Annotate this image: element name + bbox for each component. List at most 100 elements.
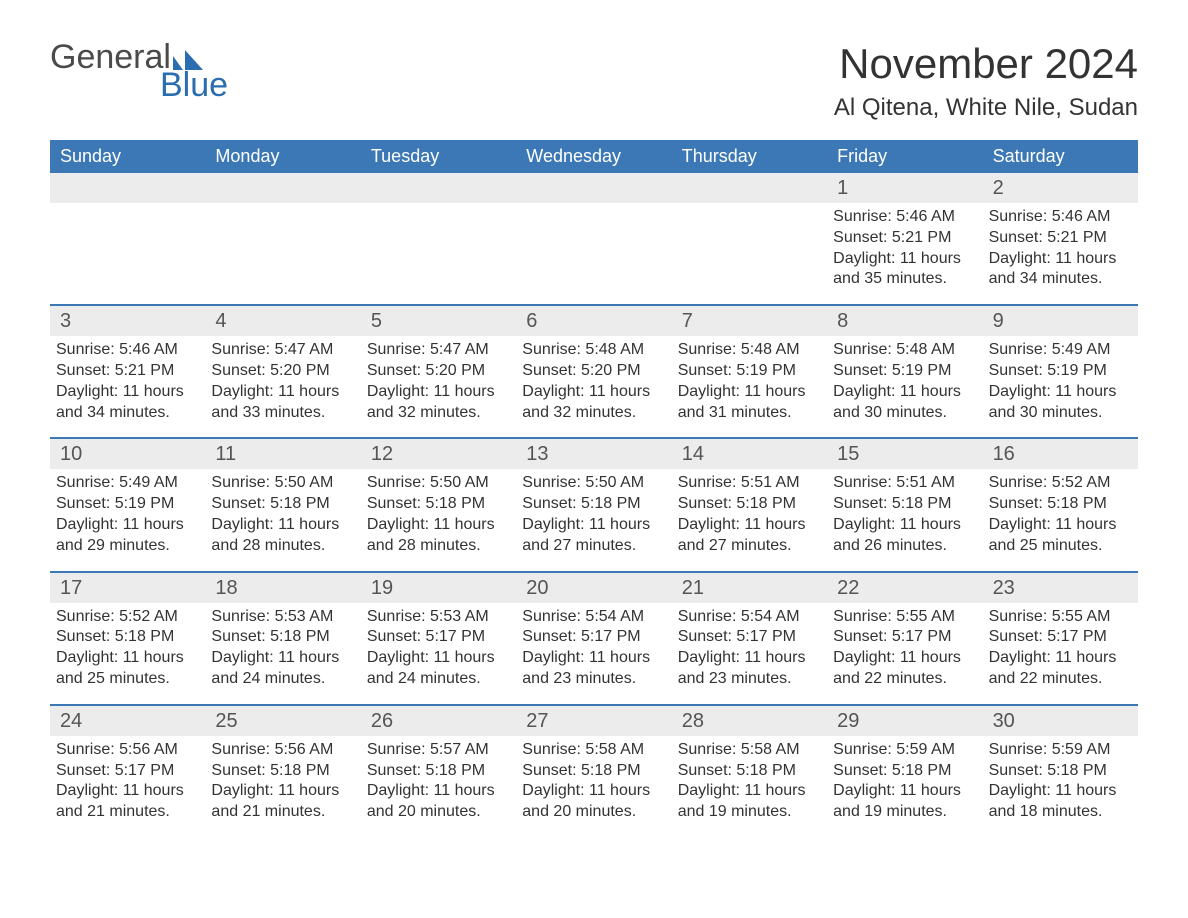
sunset-value: 5:20 PM	[426, 362, 486, 379]
sunset-label: Sunset:	[678, 362, 737, 379]
calendar-week: 1Sunrise: 5:46 AMSunset: 5:21 PMDaylight…	[50, 173, 1138, 304]
calendar-day-cell	[361, 173, 516, 304]
day-number: 2	[983, 173, 1138, 203]
sunset-label: Sunset:	[833, 495, 892, 512]
sunrise-line: Sunrise: 5:46 AM	[833, 207, 976, 228]
daylight-line: Daylight: 11 hours and 28 minutes.	[211, 515, 354, 557]
calendar-day-cell: 19Sunrise: 5:53 AMSunset: 5:17 PMDayligh…	[361, 573, 516, 704]
sunrise-value: 5:55 AM	[896, 608, 955, 625]
sunrise-label: Sunrise:	[989, 208, 1052, 225]
daylight-label: Daylight:	[56, 649, 123, 666]
sunrise-value: 5:50 AM	[585, 474, 644, 491]
daylight-label: Daylight:	[833, 383, 900, 400]
sunrise-value: 5:51 AM	[741, 474, 800, 491]
sunset-value: 5:21 PM	[1047, 229, 1107, 246]
daylight-label: Daylight:	[56, 782, 123, 799]
sunrise-label: Sunrise:	[367, 608, 430, 625]
brand-logo: General Blue	[50, 40, 228, 102]
day-number: 15	[827, 439, 982, 469]
daylight-line: Daylight: 11 hours and 27 minutes.	[522, 515, 665, 557]
sunrise-line: Sunrise: 5:58 AM	[522, 740, 665, 761]
month-title: November 2024	[834, 40, 1138, 88]
sunset-line: Sunset: 5:19 PM	[56, 494, 199, 515]
calendar-week: 10Sunrise: 5:49 AMSunset: 5:19 PMDayligh…	[50, 437, 1138, 570]
sunset-line: Sunset: 5:18 PM	[367, 761, 510, 782]
sunset-label: Sunset:	[211, 495, 270, 512]
calendar-day-cell: 21Sunrise: 5:54 AMSunset: 5:17 PMDayligh…	[672, 573, 827, 704]
calendar-day-cell: 11Sunrise: 5:50 AMSunset: 5:18 PMDayligh…	[205, 439, 360, 570]
daylight-label: Daylight:	[989, 649, 1056, 666]
daylight-line: Daylight: 11 hours and 22 minutes.	[833, 648, 976, 690]
sunrise-line: Sunrise: 5:59 AM	[833, 740, 976, 761]
dow-cell: Thursday	[672, 140, 827, 173]
daylight-label: Daylight:	[211, 383, 278, 400]
calendar-day-cell: 29Sunrise: 5:59 AMSunset: 5:18 PMDayligh…	[827, 706, 982, 837]
sunset-value: 5:18 PM	[892, 495, 952, 512]
sunrise-line: Sunrise: 5:48 AM	[522, 340, 665, 361]
day-number	[672, 173, 827, 203]
daylight-line: Daylight: 11 hours and 21 minutes.	[211, 781, 354, 823]
sunrise-value: 5:55 AM	[1052, 608, 1111, 625]
sunrise-line: Sunrise: 5:48 AM	[833, 340, 976, 361]
sunset-value: 5:17 PM	[581, 628, 641, 645]
daylight-label: Daylight:	[833, 516, 900, 533]
sunrise-value: 5:49 AM	[119, 474, 178, 491]
sunset-label: Sunset:	[989, 229, 1048, 246]
daylight-line: Daylight: 11 hours and 24 minutes.	[367, 648, 510, 690]
sunrise-label: Sunrise:	[211, 741, 274, 758]
day-number: 19	[361, 573, 516, 603]
daylight-line: Daylight: 11 hours and 21 minutes.	[56, 781, 199, 823]
day-number: 8	[827, 306, 982, 336]
day-number: 3	[50, 306, 205, 336]
sunrise-value: 5:53 AM	[275, 608, 334, 625]
sunset-value: 5:20 PM	[581, 362, 641, 379]
sunset-label: Sunset:	[989, 628, 1048, 645]
sunset-line: Sunset: 5:17 PM	[833, 627, 976, 648]
daylight-label: Daylight:	[56, 516, 123, 533]
sunrise-line: Sunrise: 5:53 AM	[367, 607, 510, 628]
calendar-day-cell: 23Sunrise: 5:55 AMSunset: 5:17 PMDayligh…	[983, 573, 1138, 704]
sunset-value: 5:18 PM	[270, 628, 330, 645]
daylight-line: Daylight: 11 hours and 33 minutes.	[211, 382, 354, 424]
sunset-line: Sunset: 5:18 PM	[211, 761, 354, 782]
daylight-label: Daylight:	[989, 250, 1056, 267]
calendar-day-cell: 16Sunrise: 5:52 AMSunset: 5:18 PMDayligh…	[983, 439, 1138, 570]
sunrise-value: 5:52 AM	[1052, 474, 1111, 491]
day-number	[50, 173, 205, 203]
sunset-value: 5:21 PM	[115, 362, 175, 379]
sunset-line: Sunset: 5:18 PM	[833, 761, 976, 782]
daylight-line: Daylight: 11 hours and 34 minutes.	[989, 249, 1132, 291]
sunrise-label: Sunrise:	[56, 741, 119, 758]
sunset-label: Sunset:	[522, 762, 581, 779]
calendar-day-cell: 24Sunrise: 5:56 AMSunset: 5:17 PMDayligh…	[50, 706, 205, 837]
daylight-line: Daylight: 11 hours and 27 minutes.	[678, 515, 821, 557]
calendar-day-cell: 7Sunrise: 5:48 AMSunset: 5:19 PMDaylight…	[672, 306, 827, 437]
calendar-day-cell: 4Sunrise: 5:47 AMSunset: 5:20 PMDaylight…	[205, 306, 360, 437]
sunrise-line: Sunrise: 5:47 AM	[211, 340, 354, 361]
sunset-value: 5:19 PM	[1047, 362, 1107, 379]
daylight-line: Daylight: 11 hours and 24 minutes.	[211, 648, 354, 690]
sunset-line: Sunset: 5:18 PM	[989, 761, 1132, 782]
day-number: 5	[361, 306, 516, 336]
day-number: 27	[516, 706, 671, 736]
calendar-day-cell: 10Sunrise: 5:49 AMSunset: 5:19 PMDayligh…	[50, 439, 205, 570]
page-header: General Blue November 2024 Al Qitena, Wh…	[50, 40, 1138, 122]
day-number: 12	[361, 439, 516, 469]
daylight-line: Daylight: 11 hours and 20 minutes.	[522, 781, 665, 823]
sunrise-value: 5:48 AM	[585, 341, 644, 358]
sunset-value: 5:18 PM	[736, 495, 796, 512]
calendar-day-cell: 14Sunrise: 5:51 AMSunset: 5:18 PMDayligh…	[672, 439, 827, 570]
calendar-day-cell	[205, 173, 360, 304]
sunset-label: Sunset:	[522, 495, 581, 512]
sunset-line: Sunset: 5:21 PM	[833, 228, 976, 249]
sunset-line: Sunset: 5:18 PM	[56, 627, 199, 648]
day-number: 1	[827, 173, 982, 203]
daylight-label: Daylight:	[367, 782, 434, 799]
sunset-line: Sunset: 5:21 PM	[56, 361, 199, 382]
daylight-label: Daylight:	[56, 383, 123, 400]
sunset-label: Sunset:	[211, 762, 270, 779]
sunset-line: Sunset: 5:20 PM	[367, 361, 510, 382]
sunrise-line: Sunrise: 5:57 AM	[367, 740, 510, 761]
sunrise-label: Sunrise:	[989, 741, 1052, 758]
calendar-day-cell: 1Sunrise: 5:46 AMSunset: 5:21 PMDaylight…	[827, 173, 982, 304]
